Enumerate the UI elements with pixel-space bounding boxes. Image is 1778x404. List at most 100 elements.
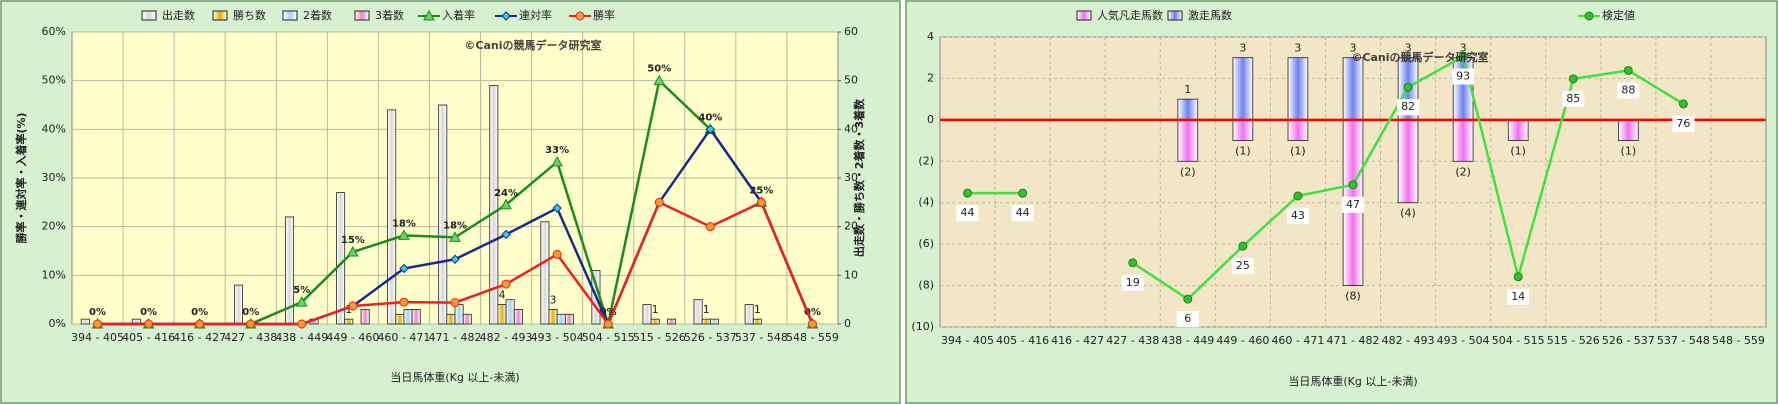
line-marker bbox=[1568, 74, 1578, 84]
bar bbox=[462, 313, 472, 325]
y2-tick-label: 30 bbox=[844, 171, 858, 184]
x-tick-label: 416 - 427 bbox=[173, 331, 226, 344]
chart-panel: (10) (8) (6) (4) (2) 0 2 4 394 - 405 405 - 416 416… bbox=[905, 0, 1778, 404]
line-label: 47 bbox=[1346, 198, 1360, 211]
line-label: 19 bbox=[1126, 276, 1140, 289]
label-box bbox=[1176, 311, 1199, 328]
bar bbox=[233, 284, 243, 325]
x-tick-label: 394 - 405 bbox=[71, 331, 124, 344]
line-marker bbox=[348, 301, 358, 311]
x-tick-label: 438 - 449 bbox=[1161, 334, 1214, 347]
line-marker bbox=[295, 296, 308, 307]
bar-label: (2) bbox=[1455, 165, 1471, 178]
bar-label: 3 bbox=[1405, 42, 1412, 55]
y-axis-title: 勝率・連対率・入着率(%) bbox=[14, 112, 28, 243]
bar bbox=[701, 318, 711, 325]
label-box bbox=[1121, 274, 1144, 291]
x-tick-label: 438 - 449 bbox=[275, 331, 328, 344]
legend-label: 人気凡走馬数 bbox=[1097, 8, 1163, 22]
line-marker bbox=[399, 297, 409, 307]
bar-label: 3 bbox=[1350, 42, 1357, 55]
label-box bbox=[1617, 82, 1640, 99]
y-tick-label: (2) bbox=[918, 154, 934, 167]
bar bbox=[1287, 119, 1309, 141]
bar-label: (8) bbox=[1345, 290, 1361, 303]
bar bbox=[650, 318, 660, 325]
bar-label: 1 bbox=[1184, 83, 1191, 96]
bar bbox=[642, 304, 652, 325]
bar-label: 1 bbox=[345, 303, 352, 316]
line-marker bbox=[654, 197, 664, 207]
y2-tick-label: 0 bbox=[844, 317, 851, 330]
x-tick-label: 427 - 438 bbox=[224, 331, 277, 344]
line-marker bbox=[963, 188, 973, 198]
line-label: 25 bbox=[1236, 259, 1250, 272]
legend-swatch bbox=[1076, 10, 1092, 21]
x-tick-label: 504 - 515 bbox=[1492, 334, 1545, 347]
bar-label: 3 bbox=[1294, 42, 1301, 55]
x-tick-label: 460 - 471 bbox=[377, 331, 430, 344]
line-label: 82 bbox=[1401, 100, 1415, 113]
label-box bbox=[1011, 205, 1034, 222]
line-label: 5% bbox=[293, 285, 310, 296]
bar bbox=[344, 318, 354, 325]
bar bbox=[752, 318, 762, 325]
y-tick-label: 4 bbox=[927, 30, 934, 43]
bar-label: 1 bbox=[754, 303, 761, 316]
bar bbox=[1452, 119, 1474, 162]
line-marker bbox=[1623, 65, 1633, 75]
bar bbox=[80, 318, 90, 325]
line-marker bbox=[756, 197, 766, 207]
line-marker bbox=[552, 249, 562, 259]
line-marker bbox=[1584, 11, 1594, 21]
y-tick-label: 2 bbox=[927, 71, 934, 84]
watermark: ©Caniの競馬データ研究室 bbox=[1351, 50, 1488, 64]
x-tick-label: 515 - 526 bbox=[633, 331, 686, 344]
line-marker bbox=[501, 279, 511, 289]
bar bbox=[1287, 57, 1309, 121]
bar bbox=[1232, 119, 1254, 141]
x-tick-label: 493 - 504 bbox=[1437, 334, 1490, 347]
line-label: 44 bbox=[961, 206, 975, 219]
label-box bbox=[1342, 196, 1364, 213]
line-marker bbox=[1458, 52, 1468, 62]
line-marker bbox=[1678, 99, 1688, 109]
bar bbox=[1618, 119, 1639, 141]
bar bbox=[1397, 119, 1419, 204]
y-tick-label: (4) bbox=[918, 196, 934, 209]
line-label: 25% bbox=[749, 185, 773, 196]
line-label: 6 bbox=[1184, 312, 1191, 325]
line-marker bbox=[1238, 241, 1248, 251]
line-label: 0% bbox=[140, 307, 157, 318]
x-axis-title: 当日馬体重(Kg 以上-未満) bbox=[390, 370, 519, 384]
x-tick-label: 449 - 460 bbox=[1216, 334, 1269, 347]
bar bbox=[336, 192, 346, 325]
y2-tick-label: 20 bbox=[844, 220, 858, 233]
line-marker bbox=[398, 229, 410, 240]
label-box bbox=[1286, 207, 1309, 224]
bar bbox=[1177, 119, 1199, 162]
x-tick-label: 471 - 482 bbox=[1327, 334, 1380, 347]
bar-label: 1 bbox=[652, 303, 659, 316]
line-marker bbox=[551, 155, 563, 167]
y-tick-label: (6) bbox=[918, 237, 934, 250]
x-tick-label: 405 - 416 bbox=[996, 334, 1049, 347]
bar-label: 3 bbox=[1239, 42, 1246, 55]
line-marker bbox=[1293, 191, 1303, 201]
y-tick-label: 0% bbox=[49, 317, 66, 330]
y-tick-label: 0 bbox=[927, 113, 934, 126]
line-marker bbox=[423, 9, 435, 21]
legend-swatch bbox=[1167, 10, 1183, 21]
bar bbox=[1232, 57, 1254, 121]
line-marker bbox=[450, 254, 460, 264]
line-marker bbox=[501, 11, 511, 21]
bar bbox=[505, 299, 515, 325]
line-marker bbox=[1128, 258, 1138, 268]
line-label: 44 bbox=[1016, 206, 1030, 219]
x-tick-label: 394 - 405 bbox=[941, 334, 994, 347]
label-box bbox=[1231, 258, 1254, 275]
line-label: 24% bbox=[494, 188, 518, 199]
bar bbox=[497, 304, 507, 325]
bar bbox=[709, 318, 719, 325]
